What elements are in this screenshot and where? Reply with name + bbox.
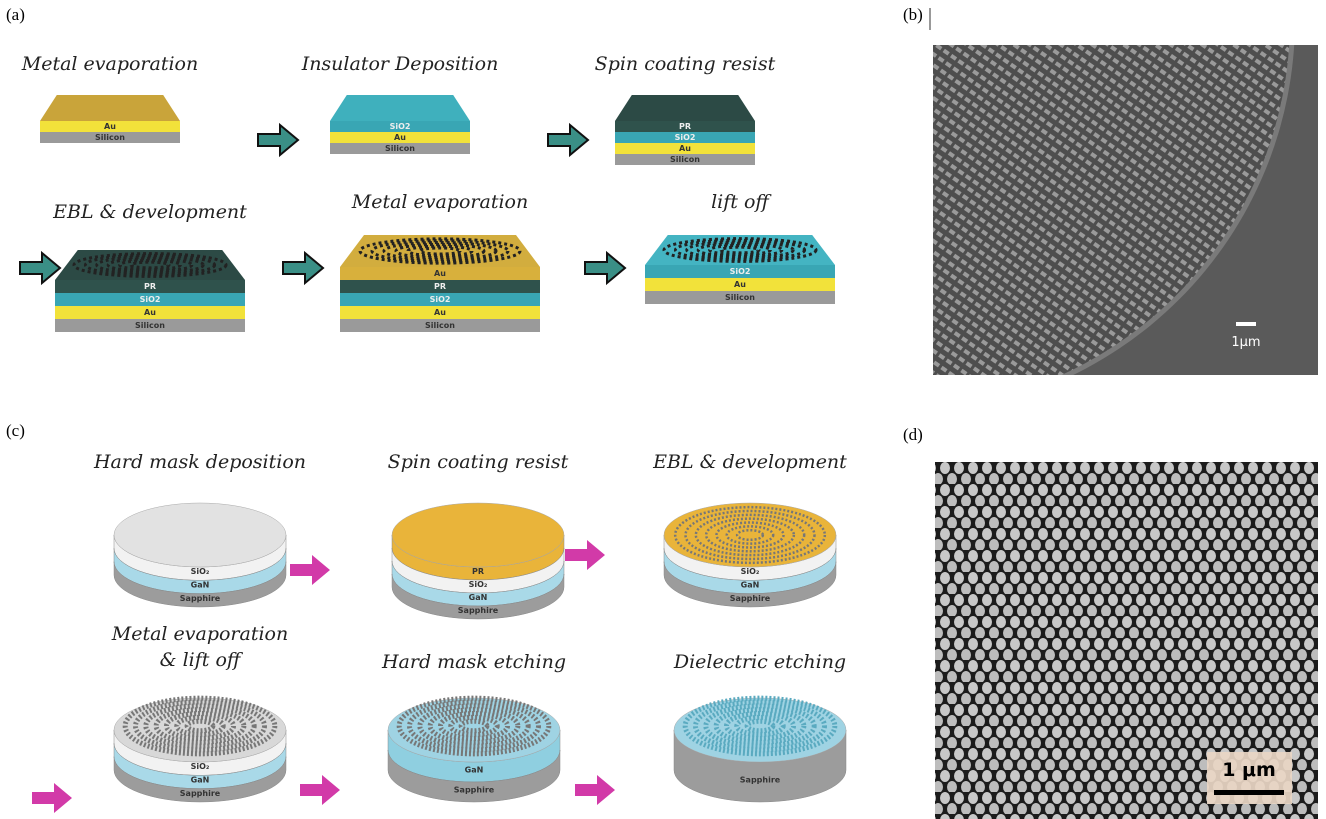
arrow — [258, 125, 298, 155]
step-title: EBL & development — [52, 201, 247, 223]
arrow — [575, 775, 615, 805]
layer-label: Silicon — [425, 321, 455, 330]
layer-label: SiO₂ — [469, 580, 488, 589]
layer-label: Au — [679, 144, 691, 153]
panel-label: (d) — [903, 425, 923, 444]
arrow — [585, 253, 625, 283]
process-step: Dielectric etching Sapphire — [673, 651, 846, 802]
step-title: Hard mask deposition — [93, 451, 306, 473]
process-step: Spin coating resist PR SiO₂ GaN Sapphire — [388, 451, 569, 619]
step-title: Metal evaporation — [351, 191, 528, 213]
layer-label: Silicon — [385, 144, 415, 153]
layer-label: GaN — [465, 766, 484, 775]
arrow — [20, 253, 60, 283]
layer-label: GaN — [191, 776, 210, 785]
sem-image: 1 μm — [935, 462, 1318, 819]
layer-label: GaN — [191, 581, 210, 590]
layer-label: GaN — [469, 593, 488, 602]
step-title: Hard mask etching — [381, 651, 566, 673]
layer-label: Silicon — [725, 293, 755, 302]
step-title: Spin coating resist — [388, 451, 569, 473]
arrow — [565, 540, 605, 570]
top-face — [664, 503, 836, 567]
step-title: Insulator Deposition — [301, 53, 499, 75]
layer-label: Sapphire — [180, 594, 221, 603]
layer-label: PR — [472, 567, 484, 576]
arrow — [32, 783, 72, 813]
process-step: lift off SiO2 Au Silicon — [645, 191, 835, 304]
layer-label: Sapphire — [730, 594, 771, 603]
process-step: EBL & development SiO₂ GaN Sapphire — [652, 451, 847, 607]
process-step: Hard mask etching GaN Sapphire — [381, 651, 566, 802]
layer-label: GaN — [741, 581, 760, 590]
figure: (a) (b) (c) (d) 1μm 1 μm Metal evaporati… — [0, 0, 1326, 819]
layer-label: Au — [104, 122, 116, 131]
scale-bar-label: 1μm — [1231, 335, 1260, 350]
process-step: Hard mask deposition SiO₂ GaN Sapphire — [93, 451, 306, 607]
scale-bar-label: 1 μm — [1222, 759, 1276, 781]
top-face — [615, 95, 755, 121]
layer-label: Silicon — [95, 133, 125, 142]
layer-label: Sapphire — [740, 776, 781, 785]
layer-label: SiO₂ — [741, 567, 760, 576]
process-step: Metal evaporation Au Silicon — [21, 53, 198, 143]
top-face — [330, 95, 470, 121]
step-title: EBL & development — [652, 451, 847, 473]
layer-label: PR — [434, 282, 446, 291]
layer-label: Au — [734, 280, 746, 289]
layer-label: SiO2 — [675, 133, 696, 142]
top-face — [40, 95, 180, 121]
layer-label: SiO2 — [430, 295, 451, 304]
layer-label: Sapphire — [458, 606, 499, 615]
process-step: EBL & development PR SiO2 Au Silicon — [52, 201, 247, 332]
panel-label: (b) — [903, 5, 923, 24]
arrow — [290, 555, 330, 585]
step-title: Metal evaporation — [21, 53, 198, 75]
step-title: Spin coating resist — [595, 53, 776, 75]
layer-label: PR — [144, 282, 156, 291]
panel-label: (a) — [6, 5, 25, 24]
layer-label: PR — [679, 122, 691, 131]
layer-label: Au — [144, 308, 156, 317]
layer-label: Au — [394, 133, 406, 142]
layer-label: SiO₂ — [191, 567, 210, 576]
layer-label: Au — [434, 308, 446, 317]
layer-label: SiO₂ — [191, 762, 210, 771]
layer-label: SiO2 — [730, 267, 751, 276]
top-face — [114, 503, 286, 567]
layer-label: Silicon — [135, 321, 165, 330]
layer-label: Silicon — [670, 155, 700, 164]
arrow — [283, 253, 323, 283]
process-step: Metal evaporation & lift off SiO₂ GaN Sapphi… — [111, 623, 288, 802]
step-title: & lift off — [160, 649, 244, 671]
layer-label: Au — [434, 269, 446, 278]
layer-label: Sapphire — [180, 789, 221, 798]
arrow — [300, 775, 340, 805]
step-title: Dielectric etching — [673, 651, 846, 673]
process-step: Spin coating resist PR SiO2 Au Silicon — [595, 53, 776, 165]
arrow — [548, 125, 588, 155]
step-title: lift off — [711, 191, 772, 213]
step-title: Metal evaporation — [111, 623, 288, 645]
process-step: Metal evaporation Au PR SiO2 Au Silicon — [340, 191, 540, 332]
process-step: Insulator Deposition SiO2 Au Silicon — [301, 53, 499, 154]
panel-label: (c) — [6, 421, 25, 440]
layer-label: SiO2 — [390, 122, 411, 131]
top-face — [392, 503, 564, 567]
layer-label: SiO2 — [140, 295, 161, 304]
layer-label: Sapphire — [454, 786, 495, 795]
